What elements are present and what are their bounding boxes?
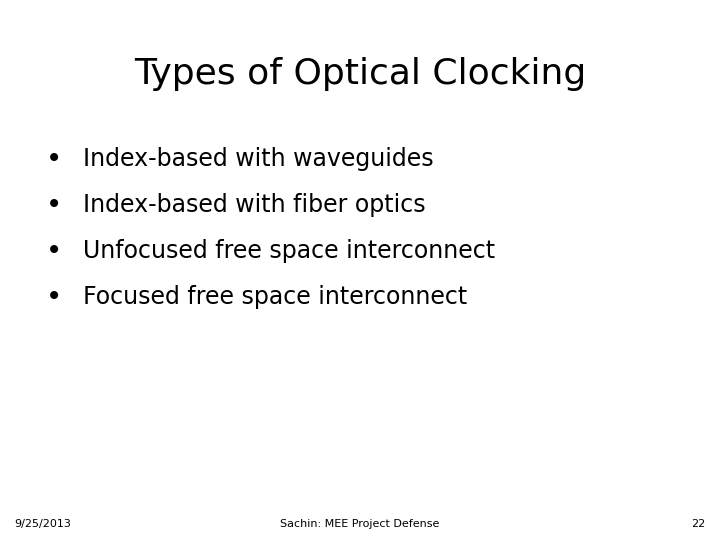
Text: •: •	[46, 283, 62, 311]
Text: Index-based with fiber optics: Index-based with fiber optics	[83, 193, 426, 217]
Text: Index-based with waveguides: Index-based with waveguides	[83, 147, 433, 171]
Text: Types of Optical Clocking: Types of Optical Clocking	[134, 57, 586, 91]
Text: •: •	[46, 237, 62, 265]
Text: •: •	[46, 145, 62, 173]
Text: Focused free space interconnect: Focused free space interconnect	[83, 285, 467, 309]
Text: 22: 22	[691, 519, 706, 529]
Text: •: •	[46, 191, 62, 219]
Text: Sachin: MEE Project Defense: Sachin: MEE Project Defense	[280, 519, 440, 529]
Text: 9/25/2013: 9/25/2013	[14, 519, 71, 529]
Text: Unfocused free space interconnect: Unfocused free space interconnect	[83, 239, 495, 263]
